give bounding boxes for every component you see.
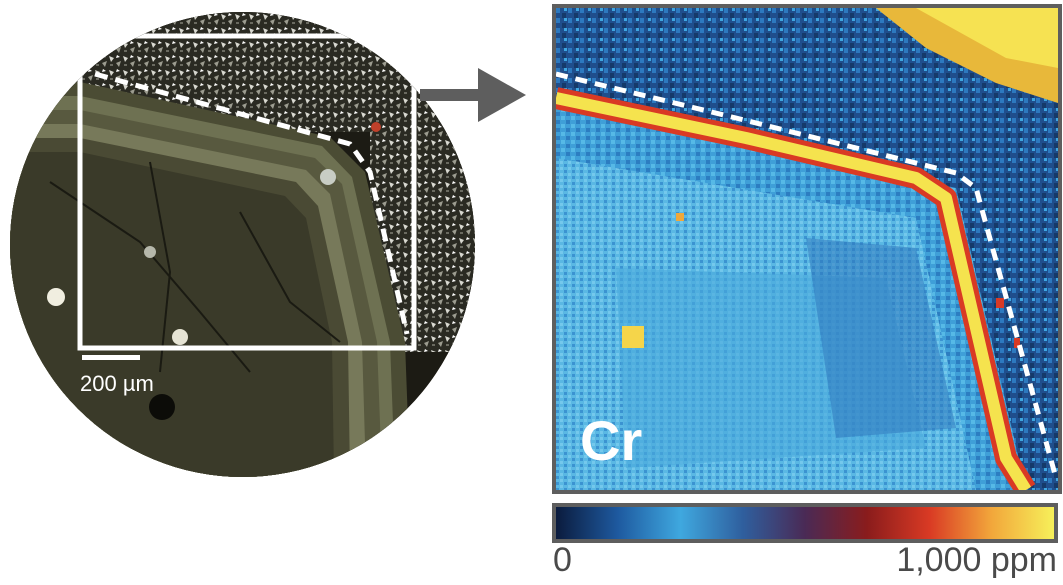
element-map: Cr — [552, 4, 1062, 494]
arrow-right-icon — [420, 68, 526, 122]
colorbar-min-label: 0 — [553, 541, 572, 579]
colorbar — [552, 503, 1058, 543]
colorbar-max-label: 1,000 ppm — [896, 541, 1057, 579]
micrograph-circle — [10, 12, 475, 477]
scale-bar — [82, 355, 140, 360]
micrograph-image — [10, 12, 475, 477]
scale-bar-label: 200 µm — [80, 371, 154, 396]
element-label: Cr — [580, 409, 643, 472]
element-map-image — [556, 8, 1058, 490]
